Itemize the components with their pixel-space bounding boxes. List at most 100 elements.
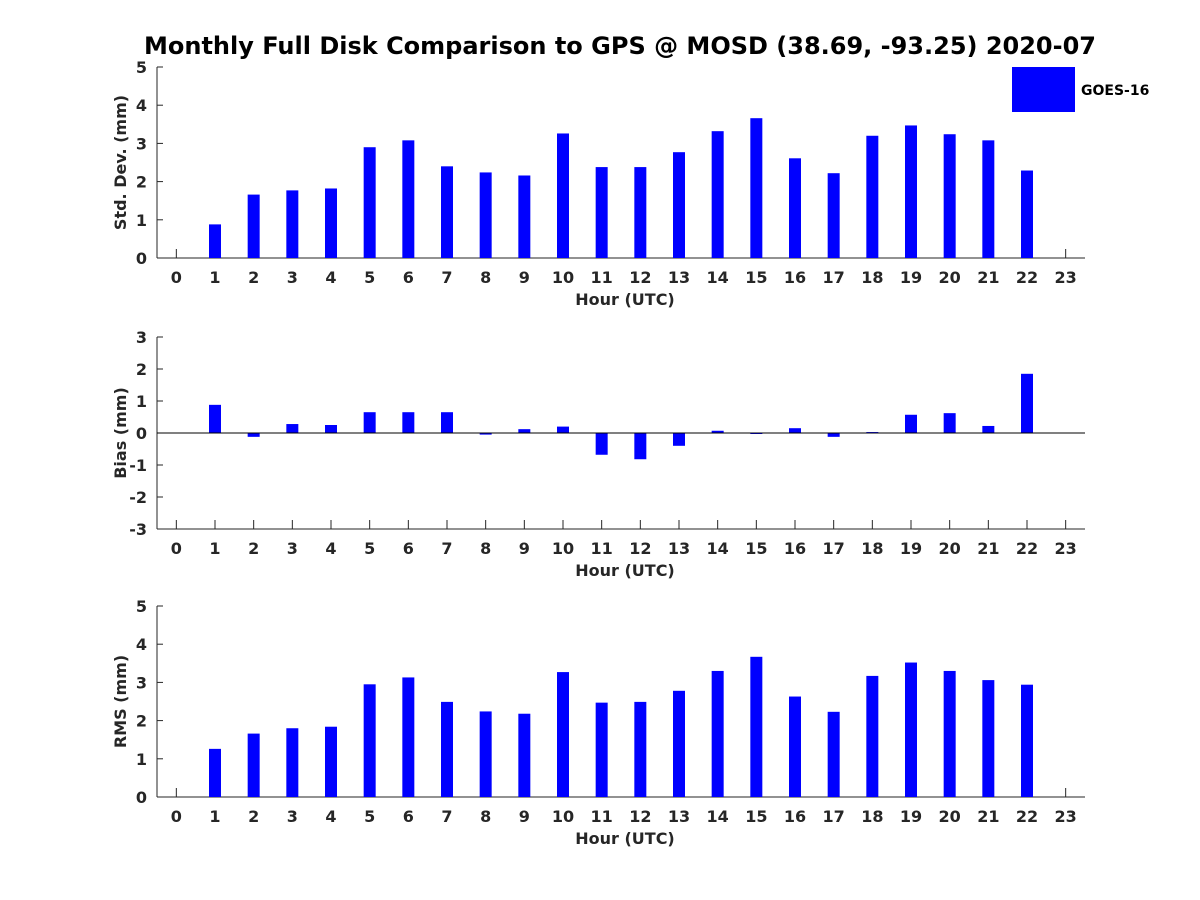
x-tick-label: 11 bbox=[591, 807, 613, 826]
bar-hour-21 bbox=[982, 425, 995, 433]
bar-hour-13 bbox=[673, 433, 685, 446]
x-tick-label: 17 bbox=[823, 539, 845, 558]
bar-hour-9 bbox=[518, 429, 531, 433]
bar-hour-12 bbox=[634, 167, 647, 258]
x-tick-label: 18 bbox=[861, 807, 883, 826]
x-tick-label: 20 bbox=[939, 539, 961, 558]
bar-hour-9 bbox=[518, 175, 531, 258]
x-tick-label: 10 bbox=[552, 807, 574, 826]
x-tick-label: 14 bbox=[707, 539, 729, 558]
bar-hour-20 bbox=[943, 134, 956, 258]
x-tick-label: 19 bbox=[900, 539, 922, 558]
x-axis-label: Hour (UTC) bbox=[575, 829, 675, 848]
x-tick-label: 16 bbox=[784, 807, 806, 826]
x-tick-label: 6 bbox=[403, 539, 414, 558]
bar-hour-13 bbox=[673, 152, 685, 258]
x-tick-label: 21 bbox=[977, 268, 999, 287]
bar-hour-12 bbox=[634, 433, 647, 460]
bar-hour-1 bbox=[209, 748, 221, 797]
y-tick-label: 2 bbox=[136, 360, 147, 379]
bar-hour-19 bbox=[905, 414, 917, 433]
bar-hour-3 bbox=[286, 728, 299, 797]
bar-hour-21 bbox=[982, 680, 995, 797]
legend: GOES-16 bbox=[1012, 67, 1149, 112]
bar-hour-14 bbox=[711, 670, 724, 797]
y-tick-label: 2 bbox=[136, 173, 147, 192]
x-tick-label: 15 bbox=[745, 807, 767, 826]
bar-hour-4 bbox=[325, 188, 337, 258]
x-tick-label: 0 bbox=[171, 539, 182, 558]
x-tick-label: 7 bbox=[441, 268, 452, 287]
y-tick-label: 0 bbox=[136, 788, 147, 807]
x-tick-label: 4 bbox=[325, 807, 336, 826]
x-tick-label: 21 bbox=[977, 539, 999, 558]
legend-swatch bbox=[1012, 67, 1075, 112]
y-tick-label: 5 bbox=[136, 58, 147, 77]
bar-hour-22 bbox=[1021, 684, 1033, 797]
bar-hour-20 bbox=[943, 670, 956, 797]
x-tick-label: 11 bbox=[591, 539, 613, 558]
x-tick-label: 4 bbox=[325, 539, 336, 558]
x-axis-label: Hour (UTC) bbox=[575, 561, 675, 580]
x-tick-label: 6 bbox=[403, 807, 414, 826]
bar-hour-14 bbox=[711, 131, 724, 258]
y-tick-label: 1 bbox=[136, 392, 147, 411]
bar-hour-6 bbox=[402, 140, 415, 258]
bar-hour-7 bbox=[441, 412, 453, 433]
bar-hour-5 bbox=[363, 147, 376, 258]
x-tick-label: 3 bbox=[287, 539, 298, 558]
y-tick-label: 0 bbox=[136, 424, 147, 443]
x-tick-label: 2 bbox=[248, 268, 259, 287]
bar-hour-6 bbox=[402, 677, 415, 797]
bar-hour-13 bbox=[673, 690, 685, 797]
bar-hour-17 bbox=[827, 711, 840, 797]
x-tick-label: 4 bbox=[325, 268, 336, 287]
bar-hour-8 bbox=[479, 711, 492, 797]
x-axis-label: Hour (UTC) bbox=[575, 290, 675, 309]
x-tick-label: 0 bbox=[171, 807, 182, 826]
bar-hour-2 bbox=[247, 194, 260, 258]
bar-hour-17 bbox=[827, 433, 840, 437]
chart-title: Monthly Full Disk Comparison to GPS @ MO… bbox=[144, 32, 1096, 60]
x-tick-label: 12 bbox=[629, 268, 651, 287]
x-tick-label: 12 bbox=[629, 807, 651, 826]
bar-hour-21 bbox=[982, 140, 995, 258]
x-tick-label: 20 bbox=[939, 807, 961, 826]
y-axis-label: RMS (mm) bbox=[111, 655, 130, 748]
x-tick-label: 1 bbox=[209, 539, 220, 558]
x-tick-label: 2 bbox=[248, 539, 259, 558]
y-tick-label: 2 bbox=[136, 712, 147, 731]
bar-hour-12 bbox=[634, 701, 647, 797]
x-tick-label: 13 bbox=[668, 268, 690, 287]
x-tick-label: 10 bbox=[552, 539, 574, 558]
bar-hour-1 bbox=[209, 404, 221, 433]
x-tick-label: 12 bbox=[629, 539, 651, 558]
bar-hour-20 bbox=[943, 413, 956, 433]
bar-hour-8 bbox=[479, 433, 492, 435]
x-tick-label: 3 bbox=[287, 268, 298, 287]
bar-hour-16 bbox=[789, 696, 801, 797]
bar-hour-9 bbox=[518, 713, 531, 797]
bar-hour-16 bbox=[789, 158, 801, 258]
x-tick-label: 17 bbox=[823, 268, 845, 287]
x-tick-label: 5 bbox=[364, 807, 375, 826]
x-tick-label: 17 bbox=[823, 807, 845, 826]
y-tick-label: 4 bbox=[136, 96, 147, 115]
x-tick-label: 9 bbox=[519, 807, 530, 826]
y-axis-label: Bias (mm) bbox=[111, 387, 130, 479]
bar-hour-3 bbox=[286, 190, 299, 258]
x-tick-label: 15 bbox=[745, 268, 767, 287]
x-tick-label: 1 bbox=[209, 807, 220, 826]
bar-hour-18 bbox=[866, 675, 879, 797]
bar-hour-14 bbox=[711, 430, 724, 433]
x-tick-label: 1 bbox=[209, 268, 220, 287]
y-tick-label: 0 bbox=[136, 249, 147, 268]
y-tick-label: 3 bbox=[136, 328, 147, 347]
x-tick-label: 10 bbox=[552, 268, 574, 287]
x-tick-label: 23 bbox=[1055, 807, 1077, 826]
bar-hour-10 bbox=[557, 426, 569, 433]
x-tick-label: 13 bbox=[668, 539, 690, 558]
bar-hour-19 bbox=[905, 662, 917, 797]
y-tick-label: -1 bbox=[129, 456, 147, 475]
